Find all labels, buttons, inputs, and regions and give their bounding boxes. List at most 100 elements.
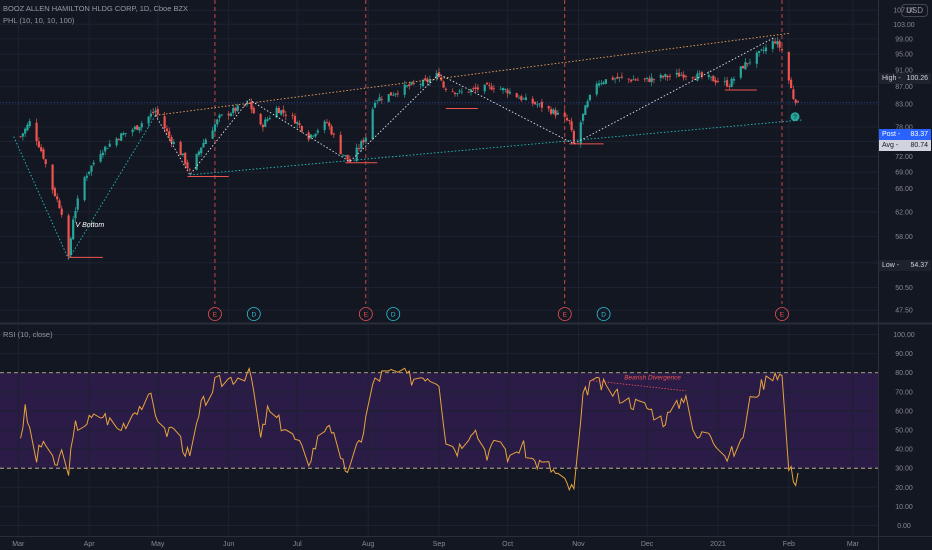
candle-body: [424, 78, 427, 81]
price-axis-tick: 50.50: [895, 285, 913, 292]
price-axis-tick: 99.00: [895, 36, 913, 43]
candle-body: [216, 119, 219, 125]
candle: [456, 92, 459, 97]
candle-body: [104, 146, 107, 152]
candle-body: [437, 72, 441, 78]
candle-body: [636, 79, 640, 81]
candle-body: [796, 101, 800, 103]
currency-selector[interactable]: USD: [901, 4, 928, 17]
candle-body: [328, 122, 331, 127]
candle: [264, 117, 267, 128]
symbol-title: BOOZ ALLEN HAMILTON HLDG CORP, 1D, Cboe …: [3, 4, 189, 13]
candle-body: [277, 107, 281, 114]
candle: [202, 139, 205, 148]
candle-body: [380, 99, 383, 100]
candle-body: [170, 137, 173, 143]
candle-body: [37, 141, 40, 148]
candle: [188, 167, 191, 172]
candle-body: [392, 94, 395, 96]
dividend-marker: [246, 307, 261, 321]
candle: [666, 74, 669, 82]
candle-body: [163, 116, 166, 129]
candle-body: [595, 83, 598, 95]
candle: [373, 100, 377, 109]
month-label: Sep: [433, 541, 446, 548]
indicator-legend[interactable]: PHL (10, 10, 10, 100): [3, 16, 75, 25]
candle-body: [69, 238, 72, 256]
candle-body: [314, 133, 317, 137]
candle-body: [709, 76, 713, 78]
candle-body: [467, 91, 470, 93]
candle-body: [600, 82, 603, 84]
candle-body: [684, 75, 688, 77]
candle: [220, 114, 223, 117]
candle: [53, 186, 56, 198]
swing-lines: [155, 36, 776, 176]
candle: [778, 39, 781, 52]
candle: [40, 144, 43, 153]
candle-body: [341, 154, 345, 156]
month-label: Oct: [502, 541, 513, 548]
candle-body: [700, 72, 704, 77]
earnings-marker-label: E: [780, 312, 785, 319]
candle-body: [325, 122, 329, 124]
candle-body: [650, 77, 653, 82]
candle: [506, 87, 509, 98]
candle-body: [410, 82, 413, 85]
candle-body: [508, 91, 511, 94]
candle-body: [133, 126, 137, 130]
candle-body: [696, 73, 699, 81]
candle: [661, 74, 665, 80]
candle: [792, 85, 795, 101]
rsi-title[interactable]: RSI (10, close): [3, 330, 53, 339]
candle-body: [405, 85, 409, 87]
candle: [163, 111, 166, 131]
candle: [476, 84, 479, 93]
candle: [392, 92, 395, 96]
candle: [492, 84, 495, 93]
month-label: Apr: [84, 541, 96, 548]
candle-body: [460, 91, 463, 93]
price-axis-tick: 69.00: [895, 170, 913, 177]
candle-body: [522, 98, 525, 100]
candle-body: [243, 105, 246, 106]
candle: [691, 76, 694, 81]
candle-body: [613, 78, 617, 80]
price-marker-text: ?: [793, 114, 797, 121]
candle-body: [76, 198, 79, 210]
post-price-label: Post - 83.37: [879, 129, 931, 140]
candle-body: [197, 151, 201, 155]
candle: [309, 134, 313, 140]
candle: [131, 128, 134, 137]
candle: [554, 107, 557, 119]
candle: [99, 149, 102, 163]
candle: [453, 92, 457, 97]
candle-body: [316, 130, 319, 133]
candle-body: [419, 84, 422, 86]
candle: [421, 78, 425, 88]
candle: [428, 75, 431, 87]
rsi-axis-tick: 100.00: [893, 332, 915, 339]
month-label: May: [151, 541, 165, 548]
candle: [716, 77, 720, 84]
candle-body: [28, 121, 31, 127]
candle-body: [360, 141, 363, 149]
candle: [563, 109, 566, 119]
candle: [771, 37, 774, 53]
earnings-marker: [358, 307, 373, 321]
candle: [460, 87, 463, 95]
candle-body: [435, 73, 438, 79]
high-label-value: 100.26: [906, 75, 928, 82]
candle-body: [72, 219, 75, 240]
post-label-text: Post: [882, 131, 897, 138]
candle: [312, 135, 315, 138]
candle-body: [42, 149, 45, 159]
month-label: Aug: [362, 541, 375, 548]
candle: [469, 88, 473, 96]
candle: [677, 68, 681, 77]
candle: [357, 144, 361, 152]
lower-trendline: [189, 119, 803, 176]
candle-body: [181, 153, 185, 156]
candle: [227, 111, 230, 120]
